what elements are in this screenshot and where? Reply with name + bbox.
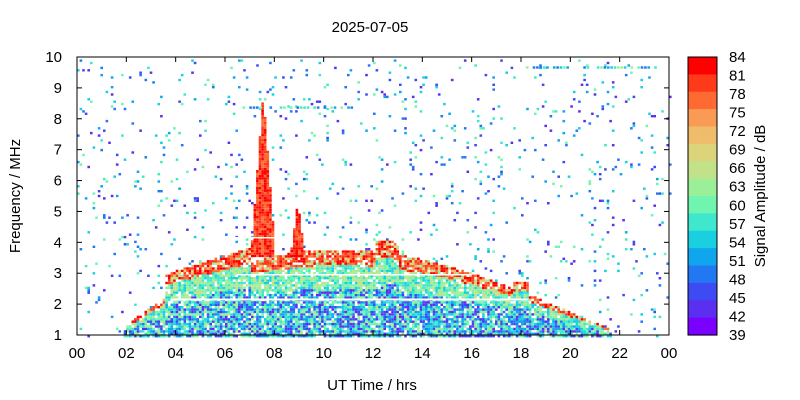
x-tick-label: 00 [661, 345, 678, 362]
colorbar-tick-label: 66 [729, 160, 746, 177]
colorbar-frame [687, 56, 718, 336]
y-tick-label: 4 [54, 234, 62, 251]
x-axis: 00 02 04 06 08 10 12 14 16 18 20 22 00 [69, 57, 678, 362]
x-tick-label: 14 [414, 345, 431, 362]
x-tick-label: 22 [611, 345, 628, 362]
colorbar-swatch [688, 282, 717, 301]
colorbar-tick-label: 39 [729, 327, 746, 344]
x-tick-label: 08 [266, 345, 283, 362]
colorbar-swatch [688, 248, 717, 267]
x-tick-label: 10 [315, 345, 332, 362]
y-tick-label: 3 [54, 265, 62, 282]
x-tick-label: 02 [118, 345, 135, 362]
y-tick-label: 1 [54, 327, 62, 344]
colorbar-tick-label: 51 [729, 253, 746, 270]
colorbar-swatch [688, 300, 717, 319]
x-tick-label: 00 [69, 345, 86, 362]
colorbar-tick-label: 63 [729, 179, 746, 196]
y-tick-label: 8 [54, 111, 62, 128]
colorbar-tick-label: 54 [729, 234, 746, 251]
y-tick-label: 6 [54, 173, 62, 190]
x-axis-label: UT Time / hrs [327, 377, 417, 394]
x-tick-label: 12 [365, 345, 382, 362]
y-tick-label: 10 [45, 49, 62, 66]
x-tick-label: 06 [217, 345, 234, 362]
colorbar-tick-label: 45 [729, 290, 746, 307]
colorbar-swatch [688, 230, 717, 249]
colorbar-tick-label: 72 [729, 123, 746, 140]
chart-title: 2025-07-05 [332, 19, 409, 36]
colorbar-tick-label: 42 [729, 308, 746, 325]
x-tick-label: 18 [513, 345, 530, 362]
colorbar-swatch [688, 213, 717, 232]
colorbar-swatch [688, 91, 717, 110]
colorbar-tick-label: 78 [729, 86, 746, 103]
heatmap-plot-area [77, 59, 672, 338]
y-axis-label: Frequency / MHz [7, 139, 24, 253]
colorbar-swatch [688, 109, 717, 128]
colorbar-label: Signal Amplitude / dB [752, 125, 769, 268]
colorbar-swatch [688, 57, 717, 75]
colorbar-swatch [688, 126, 717, 145]
x-tick-label: 04 [167, 345, 184, 362]
colorbar-swatch [688, 265, 717, 284]
colorbar-swatch [688, 74, 717, 93]
colorbar-tick-label: 81 [729, 68, 746, 85]
colorbar-tick-label: 60 [729, 197, 746, 214]
x-tick-label: 16 [463, 345, 480, 362]
colorbar-tick-label: 57 [729, 216, 746, 233]
colorbar-swatch [688, 161, 717, 180]
y-tick-label: 7 [54, 142, 62, 159]
x-tick-label: 20 [562, 345, 579, 362]
y-tick-label: 5 [54, 203, 62, 220]
colorbar-tick-label: 84 [729, 49, 746, 66]
colorbar-swatch [688, 317, 717, 336]
colorbar-tick-label: 75 [729, 105, 746, 122]
y-tick-label: 2 [54, 296, 62, 313]
colorbar-swatch [688, 178, 717, 197]
y-axis: 1 2 3 4 5 6 7 8 9 10 [45, 49, 669, 344]
colorbar-swatch [688, 143, 717, 162]
colorbar-swatch [688, 196, 717, 214]
y-tick-label: 9 [54, 80, 62, 97]
colorbar-tick-label: 48 [729, 271, 746, 288]
colorbar-tick-label: 69 [729, 142, 746, 159]
